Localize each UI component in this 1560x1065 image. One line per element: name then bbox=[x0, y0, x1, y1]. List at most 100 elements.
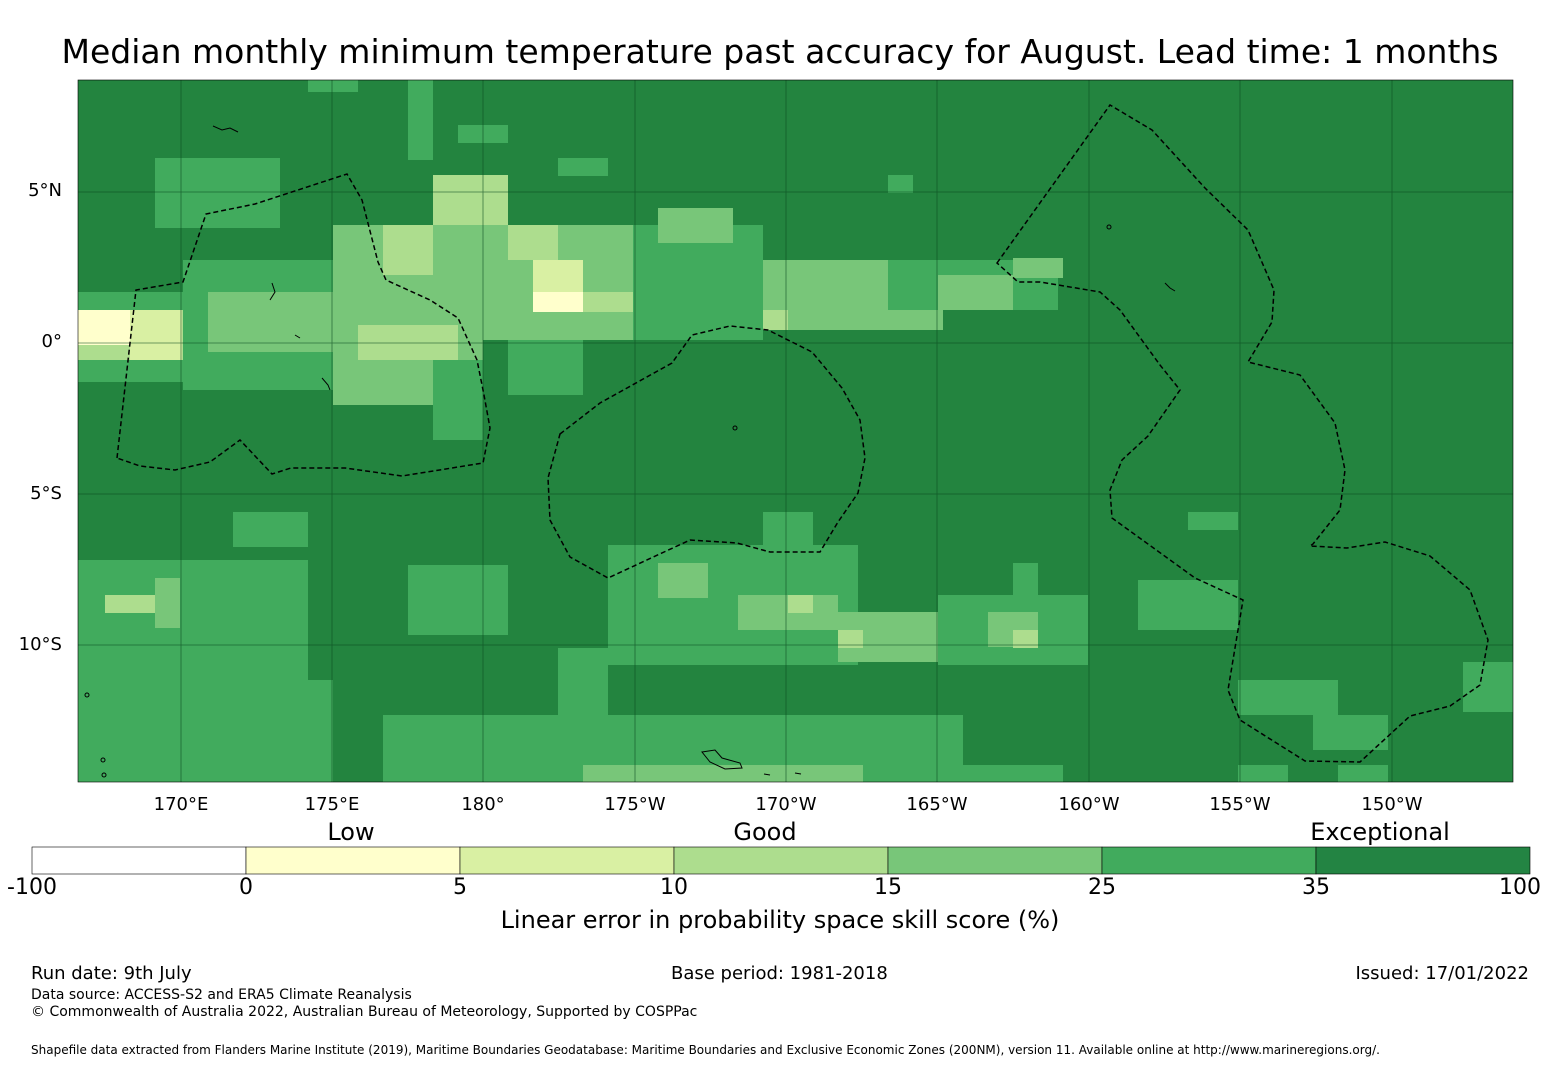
skill-patch bbox=[78, 560, 308, 680]
island bbox=[794, 772, 802, 775]
skill-patch bbox=[1313, 715, 1388, 750]
category-exceptional: Exceptional bbox=[1310, 818, 1450, 846]
skill-patch bbox=[838, 630, 863, 648]
skill-patch bbox=[658, 563, 708, 598]
skill-patch bbox=[763, 310, 788, 330]
lat-label: 10°S bbox=[18, 634, 62, 655]
colorbar-tick: 35 bbox=[1302, 875, 1330, 900]
island-coastlines bbox=[84, 125, 1176, 778]
island bbox=[212, 125, 239, 133]
data-source: Data source: ACCESS-S2 and ERA5 Climate … bbox=[31, 987, 412, 1003]
skill-patch bbox=[155, 158, 280, 228]
island bbox=[763, 773, 771, 776]
island bbox=[101, 772, 107, 778]
skill-patch bbox=[358, 325, 458, 360]
skill-patch bbox=[383, 225, 433, 275]
colorbar-tick: 15 bbox=[874, 875, 902, 900]
skill-patch bbox=[433, 175, 508, 225]
lon-label: 180° bbox=[461, 794, 505, 815]
colorbar-tick: 25 bbox=[1088, 875, 1116, 900]
lat-label: 0° bbox=[41, 331, 62, 352]
skill-patch bbox=[533, 260, 583, 295]
skill-patch bbox=[308, 80, 358, 92]
colorbar-segment bbox=[673, 846, 889, 875]
skill-patch bbox=[963, 765, 1063, 782]
skill-patch bbox=[888, 175, 913, 193]
colorbar-segment bbox=[31, 846, 247, 875]
skill-patch bbox=[1013, 258, 1063, 278]
map-title: Median monthly minimum temperature past … bbox=[61, 32, 1499, 71]
lon-label: 165°W bbox=[906, 794, 968, 815]
island bbox=[732, 425, 738, 431]
colorbar bbox=[31, 846, 1531, 875]
skill-patch bbox=[233, 512, 308, 547]
eez-central bbox=[547, 325, 866, 579]
colorbar-tick: 10 bbox=[660, 875, 688, 900]
skill-patch bbox=[633, 225, 763, 340]
copyright: © Commonwealth of Australia 2022, Austra… bbox=[31, 1004, 698, 1020]
skill-patch bbox=[78, 680, 333, 782]
skill-patch bbox=[763, 512, 813, 547]
island bbox=[1164, 282, 1176, 292]
skill-patch bbox=[433, 360, 483, 440]
colorbar-label: Linear error in probability space skill … bbox=[500, 906, 1060, 934]
island bbox=[1106, 224, 1112, 230]
colorbar-tick: 0 bbox=[239, 875, 253, 900]
colorbar-segment bbox=[1315, 846, 1531, 875]
issued-date: Issued: 17/01/2022 bbox=[1355, 963, 1529, 984]
eez-west bbox=[116, 173, 491, 477]
skill-patch bbox=[1338, 765, 1388, 782]
colorbar-segment bbox=[459, 846, 675, 875]
skill-patch bbox=[658, 208, 733, 243]
skill-patch bbox=[1138, 580, 1238, 630]
lon-label: 175°W bbox=[604, 794, 666, 815]
skill-patch bbox=[508, 225, 558, 260]
map-gridlines bbox=[78, 80, 1513, 782]
skill-patch bbox=[583, 292, 633, 312]
skill-patch bbox=[130, 310, 182, 360]
colorbar-segment bbox=[1101, 846, 1317, 875]
skill-patch bbox=[1188, 512, 1238, 530]
lon-label: 150°W bbox=[1361, 794, 1423, 815]
skill-patch bbox=[1463, 662, 1513, 712]
colorbar-tick: 5 bbox=[453, 875, 467, 900]
colorbar-tick: -100 bbox=[7, 875, 57, 900]
skill-patch bbox=[788, 595, 813, 613]
skill-patch bbox=[1013, 563, 1038, 598]
skill-patch bbox=[155, 578, 180, 628]
skill-patch bbox=[408, 80, 433, 160]
skill-patch bbox=[533, 292, 583, 312]
base-period: Base period: 1981-2018 bbox=[671, 963, 888, 984]
eez-boundaries bbox=[116, 104, 1489, 763]
skill-patch bbox=[938, 275, 1013, 310]
skill-patch bbox=[105, 595, 155, 613]
colorbar-segment bbox=[245, 846, 461, 875]
island bbox=[100, 757, 106, 763]
lon-label: 170°W bbox=[755, 794, 817, 815]
skill-patch bbox=[1238, 680, 1338, 715]
run-date: Run date: 9th July bbox=[31, 963, 192, 984]
colorbar-segment bbox=[887, 846, 1103, 875]
skill-patch bbox=[558, 648, 608, 715]
skill-patch bbox=[78, 310, 130, 345]
eez-east bbox=[996, 104, 1489, 763]
lon-label: 170°E bbox=[153, 794, 209, 815]
category-good: Good bbox=[733, 818, 797, 846]
island bbox=[294, 334, 301, 339]
lat-label: 5°N bbox=[28, 180, 62, 201]
skill-cells bbox=[78, 80, 1513, 782]
lon-label: 155°W bbox=[1209, 794, 1271, 815]
skill-patch bbox=[558, 158, 608, 176]
island bbox=[269, 282, 276, 301]
island bbox=[321, 377, 331, 391]
skill-patch bbox=[1238, 765, 1288, 782]
skill-patch bbox=[208, 292, 333, 352]
lon-label: 175°E bbox=[304, 794, 360, 815]
skill-patch bbox=[408, 565, 508, 635]
skill-patch bbox=[583, 765, 863, 782]
category-low: Low bbox=[327, 818, 375, 846]
lon-label: 160°W bbox=[1058, 794, 1120, 815]
island bbox=[701, 749, 743, 770]
island bbox=[84, 692, 90, 698]
